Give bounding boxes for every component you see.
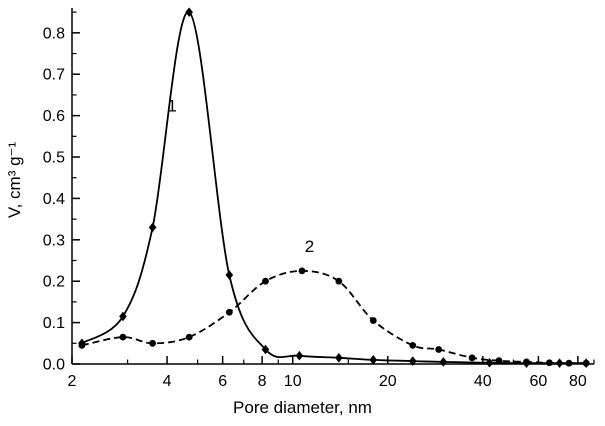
series-1-marker-diamond (439, 357, 448, 367)
y-tick-label: 0.6 (43, 108, 65, 125)
x-tick-label: 6 (218, 373, 227, 390)
series-1-marker-diamond (295, 350, 304, 361)
series-2-marker-circle (369, 317, 377, 324)
x-axis-title: Pore diameter, nm (233, 398, 372, 417)
series-2-marker-circle (409, 341, 417, 349)
series-2-marker-circle (495, 357, 503, 365)
series-2-marker-circle (185, 333, 193, 341)
series-1-line (81, 11, 587, 365)
series-1-marker-diamond (485, 357, 494, 368)
series-1-marker-diamond (119, 311, 127, 322)
y-tick-label: 0.8 (43, 25, 65, 42)
series-2-marker-circle (582, 359, 590, 367)
series-2-marker-circle (78, 341, 86, 349)
series-1-marker-diamond (225, 270, 234, 280)
series-2-marker-circle (468, 354, 476, 362)
x-tick-label: 10 (284, 373, 302, 390)
series-2-marker-circle (523, 358, 530, 366)
x-tick-label: 80 (569, 373, 587, 390)
x-tick-label: 4 (163, 373, 172, 390)
y-tick-label: 0.2 (43, 274, 65, 291)
series-1-marker-diamond (261, 344, 270, 355)
series-2-line (81, 269, 587, 365)
x-tick-label: 8 (258, 373, 267, 390)
series-1-marker-diamond (148, 222, 157, 233)
series-2-marker-circle (149, 339, 157, 347)
y-axis-title: V, cm³ g⁻¹ (5, 141, 24, 219)
x-tick-label: 60 (530, 373, 548, 390)
y-tick-label: 0.5 (43, 150, 65, 167)
series-1-curve-label: 1 (167, 96, 176, 115)
y-tick-label: 0.3 (43, 232, 65, 249)
x-tick-label: 40 (474, 373, 492, 390)
series-2-marker-circle (565, 359, 573, 367)
series-2-marker-circle (119, 333, 127, 341)
x-tick-label: 20 (379, 373, 397, 390)
series-2-marker-circle (335, 277, 343, 285)
x-tick-label: 2 (68, 373, 77, 390)
series-1-marker-diamond (185, 7, 193, 17)
series-2-curve-label: 2 (305, 237, 314, 256)
series-2-marker-circle (435, 346, 443, 353)
series-2-marker-circle (225, 308, 233, 316)
series-1-marker-diamond (408, 356, 417, 366)
series-2-marker-circle (298, 267, 306, 275)
y-tick-label: 0.7 (43, 67, 65, 84)
series-1-marker-diamond (335, 352, 343, 363)
y-tick-label: 0.0 (43, 357, 65, 374)
series-2-marker-circle (262, 277, 269, 285)
y-tick-label: 0.4 (43, 191, 65, 208)
series-1-marker-diamond (369, 355, 378, 365)
series-2-marker-circle (545, 359, 553, 367)
y-tick-label: 0.1 (43, 315, 65, 332)
